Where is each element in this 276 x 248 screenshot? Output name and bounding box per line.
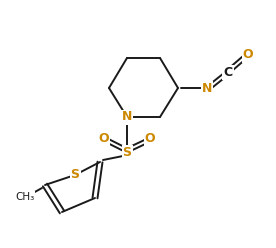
Text: O: O — [243, 49, 253, 62]
Text: N: N — [122, 111, 132, 124]
Text: CH₃: CH₃ — [15, 192, 34, 202]
Text: S: S — [123, 146, 131, 158]
Text: N: N — [202, 82, 212, 94]
Text: O: O — [145, 131, 155, 145]
Text: S: S — [70, 168, 79, 182]
Text: O: O — [99, 131, 109, 145]
Text: C: C — [224, 65, 233, 79]
